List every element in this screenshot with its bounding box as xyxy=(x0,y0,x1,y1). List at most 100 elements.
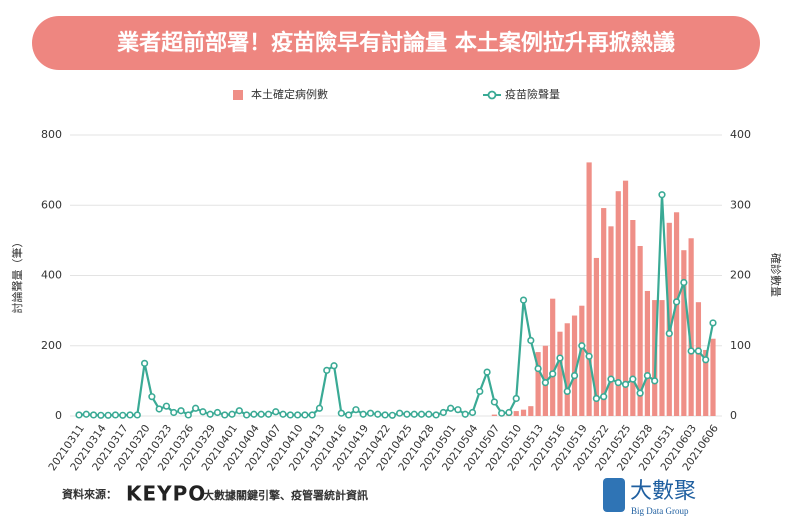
line-point xyxy=(425,410,433,418)
line-point xyxy=(651,377,659,385)
line-point xyxy=(687,347,695,355)
line-point xyxy=(403,410,411,418)
bar xyxy=(630,220,636,416)
bar xyxy=(688,238,694,416)
bar xyxy=(710,338,716,416)
line-point xyxy=(709,319,717,327)
bar xyxy=(637,245,643,416)
line-point xyxy=(170,408,178,417)
bar xyxy=(550,298,556,416)
line-point xyxy=(396,409,404,417)
brand: KEYPO xyxy=(126,482,206,506)
logo-sub: Big Data Group xyxy=(631,506,689,516)
line-point xyxy=(294,411,302,419)
line-point xyxy=(374,410,382,418)
line-point xyxy=(483,368,491,376)
line-point xyxy=(490,398,498,406)
line-point xyxy=(286,411,294,419)
line-point xyxy=(221,411,229,419)
line-point xyxy=(308,411,316,419)
line-point xyxy=(264,410,273,418)
bar xyxy=(608,226,614,416)
line-point xyxy=(243,411,251,419)
line-point xyxy=(447,404,455,412)
source-text: 大數據關鍵引擎、疫管署統計資訊 xyxy=(203,488,368,502)
line-point xyxy=(330,362,338,370)
line-point xyxy=(323,366,331,374)
line-point xyxy=(454,406,462,414)
line-point xyxy=(257,410,265,418)
line-point xyxy=(570,372,579,380)
y-tick-label: 400 xyxy=(41,269,62,282)
line-point xyxy=(680,278,688,287)
line-point xyxy=(82,410,90,418)
line-point xyxy=(476,387,484,396)
bar xyxy=(681,250,687,416)
line-point xyxy=(665,329,673,338)
line-point xyxy=(607,375,615,383)
line-point xyxy=(75,411,83,419)
line-point xyxy=(549,370,557,378)
line-point xyxy=(505,408,513,417)
line-point xyxy=(345,411,353,419)
bar xyxy=(520,409,527,416)
line-point xyxy=(301,411,309,419)
line-point xyxy=(585,352,593,360)
line-point xyxy=(614,379,622,387)
bar xyxy=(564,323,570,416)
line-point xyxy=(337,409,345,417)
line-point xyxy=(592,394,601,403)
line-point xyxy=(410,410,418,418)
line-point xyxy=(89,411,98,419)
chart-title: 業者超前部署！疫苗險早有討論量 本土案例拉升再掀熱議 xyxy=(117,30,675,56)
line-point xyxy=(600,393,608,401)
line-point xyxy=(119,411,127,419)
y2-tick-label: 200 xyxy=(730,269,751,282)
bar xyxy=(593,257,600,416)
line-point xyxy=(432,411,440,419)
y-tick-label: 800 xyxy=(41,128,62,141)
line-point xyxy=(636,389,644,397)
line xyxy=(78,194,715,417)
legend-swatch xyxy=(487,90,497,100)
bar xyxy=(535,352,541,416)
line-point xyxy=(111,411,120,419)
line-point xyxy=(126,411,134,419)
bar xyxy=(703,349,709,416)
legend-swatch xyxy=(233,90,243,100)
line-point xyxy=(468,408,477,417)
y-tick-label: 0 xyxy=(55,409,62,422)
line-point xyxy=(527,336,535,345)
source-label: 資料來源： xyxy=(62,487,117,501)
line-point xyxy=(461,410,469,418)
line-point xyxy=(658,191,666,199)
bar xyxy=(586,162,592,416)
logo-icon xyxy=(603,478,625,512)
y2-tick-label: 100 xyxy=(730,339,751,352)
line-point xyxy=(199,408,207,416)
bar xyxy=(557,331,563,416)
title-banner xyxy=(32,16,760,70)
line-point xyxy=(643,372,652,380)
line-point xyxy=(359,410,367,418)
bar xyxy=(644,290,651,416)
line-point xyxy=(352,406,360,414)
line-point xyxy=(366,409,375,417)
line-point xyxy=(177,407,185,415)
bar xyxy=(659,300,665,416)
line-point xyxy=(235,407,243,415)
line-point xyxy=(621,380,630,388)
y-tick-label: 200 xyxy=(41,339,62,352)
bar xyxy=(513,411,519,416)
y2-tick-label: 400 xyxy=(730,128,751,141)
bar xyxy=(528,406,534,416)
line-point xyxy=(97,411,105,419)
bar xyxy=(622,180,629,416)
line-point xyxy=(315,404,324,412)
line-point xyxy=(191,404,200,412)
line-point xyxy=(133,411,141,419)
line-point xyxy=(556,354,564,362)
line-point xyxy=(388,411,396,419)
line-point xyxy=(519,296,528,304)
